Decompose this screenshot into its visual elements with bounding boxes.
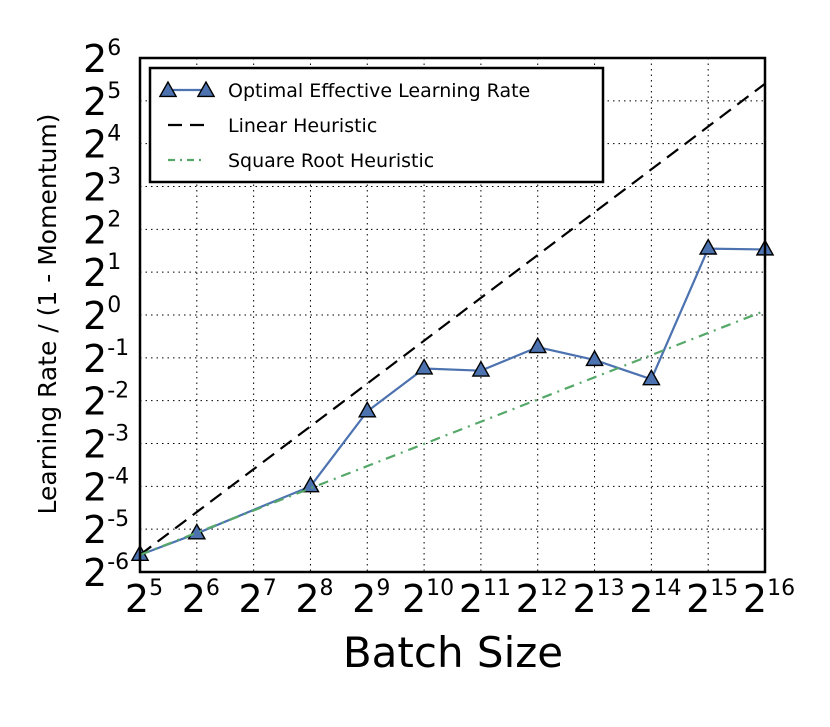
data-point-marker — [585, 349, 604, 367]
y-tick-label: 20 — [83, 293, 121, 338]
data-point-marker — [357, 400, 377, 418]
x-tick-label: 212 — [516, 576, 568, 621]
legend-label-1: Linear Heuristic — [228, 115, 377, 137]
y-tick-label: 23 — [83, 165, 121, 210]
data-point-marker — [471, 360, 491, 377]
x-tick-label: 27 — [239, 576, 277, 621]
x-tick-label: 28 — [295, 576, 333, 621]
y-tick-label: 2-5 — [83, 507, 129, 552]
legend-label-2: Square Root Heuristic — [228, 150, 434, 172]
x-tick-label: 213 — [572, 576, 624, 621]
x-tick-label: 214 — [629, 576, 681, 621]
x-axis-label: Batch Size — [343, 628, 563, 677]
y-tick-label: 2-6 — [83, 550, 129, 595]
x-tick-label: 29 — [352, 576, 390, 621]
data-point-marker — [642, 368, 661, 386]
y-tick-label: 21 — [83, 250, 121, 295]
y-tick-label: 2-2 — [83, 379, 129, 424]
y-tick-label: 22 — [83, 207, 121, 252]
series-layer — [130, 82, 775, 561]
legend-box — [148, 66, 605, 184]
y-tick-label: 26 — [83, 36, 121, 81]
x-tick-labels: 25 26 27 28 29 210 211 212 213 214 215 216 — [125, 576, 795, 621]
x-tick-label: 210 — [402, 576, 454, 621]
y-tick-label: 2-1 — [83, 336, 129, 381]
legend-marker — [158, 80, 178, 98]
series-line-0 — [139, 247, 766, 556]
y-tick-label: 24 — [83, 122, 121, 167]
plot-frame — [138, 56, 767, 574]
data-point-marker — [414, 358, 434, 375]
legend: Optimal Effective Learning Rate Linear He… — [148, 66, 605, 184]
x-tick-label: 26 — [182, 576, 220, 621]
y-tick-label: 2-4 — [83, 464, 129, 509]
data-point-marker — [528, 336, 548, 354]
x-tick-label: 216 — [743, 576, 795, 621]
legend-marker — [196, 80, 216, 98]
x-tick-label: 215 — [686, 576, 738, 621]
legend-label-0: Optimal Effective Learning Rate — [228, 80, 530, 102]
y-tick-label: 25 — [83, 79, 121, 124]
data-point-marker — [698, 238, 718, 255]
y-axis-label: Learning Rate / (1 - Momentum) — [33, 114, 62, 515]
y-tick-label: 2-3 — [83, 422, 129, 467]
data-point-marker — [301, 475, 320, 493]
x-tick-label: 25 — [125, 576, 163, 621]
series-line-2 — [139, 309, 766, 556]
x-tick-label: 211 — [459, 576, 511, 621]
